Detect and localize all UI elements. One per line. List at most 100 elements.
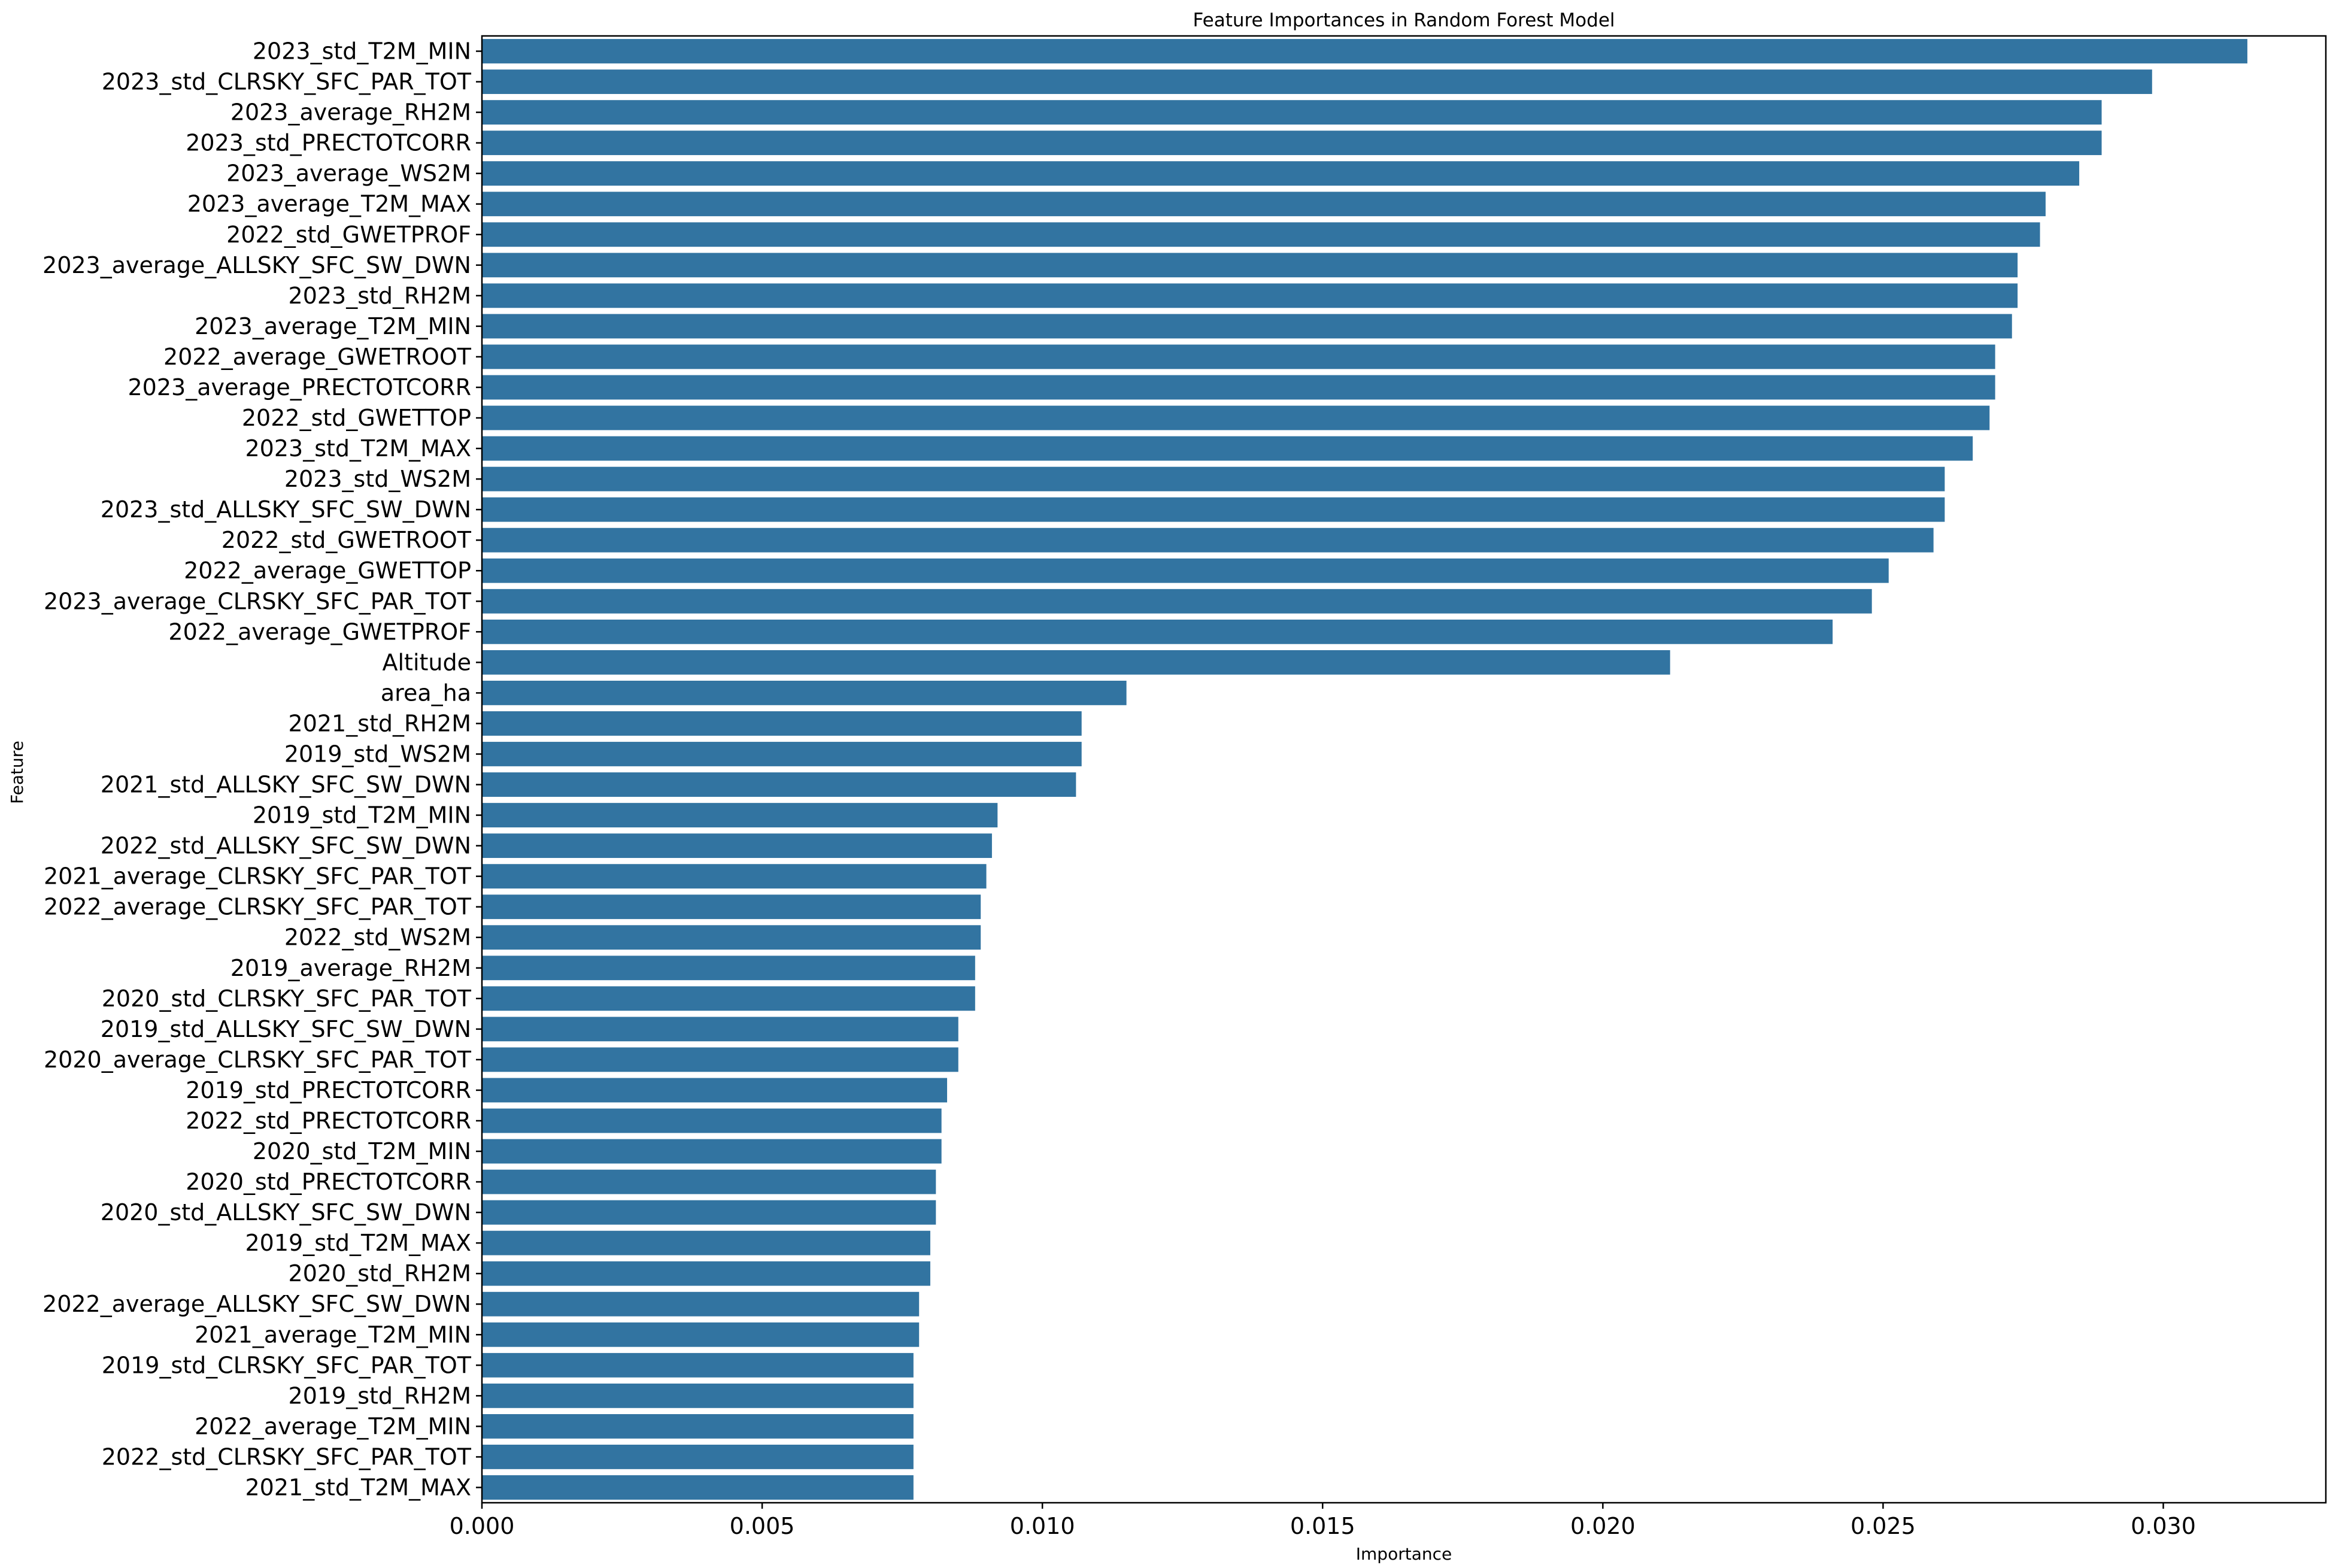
x-tick-label: 0.010 <box>1010 1513 1075 1539</box>
bar-2023_std_T2M_MAX <box>482 436 1973 461</box>
bar-2022_std_WS2M <box>482 925 981 950</box>
y-tick-label: 2020_std_T2M_MIN <box>253 1138 471 1164</box>
y-tick-label: 2023_std_T2M_MAX <box>245 435 471 462</box>
y-tick-label: 2023_average_ALLSKY_SFC_SW_DWN <box>43 252 471 278</box>
bar-2023_std_WS2M <box>482 466 1945 492</box>
bar-2023_average_PRECTOTCORR <box>482 375 1995 400</box>
bar-2022_average_GWETPROF <box>482 619 1833 644</box>
y-tick-label: 2023_std_CLRSKY_SFC_PAR_TOT <box>102 69 472 95</box>
bar-2019_std_WS2M <box>482 742 1082 766</box>
bar-2022_std_GWETTOP <box>482 405 1990 430</box>
y-tick-label: 2022_std_ALLSKY_SFC_SW_DWN <box>101 833 471 859</box>
bar-2020_average_CLRSKY_SFC_PAR_TOT <box>482 1047 958 1072</box>
bar-2020_std_RH2M <box>482 1261 930 1286</box>
bar-2023_std_RH2M <box>482 283 2018 308</box>
bar-2022_average_ALLSKY_SFC_SW_DWN <box>482 1291 920 1317</box>
y-tick-label: 2022_std_GWETTOP <box>242 405 471 431</box>
y-tick-label: 2023_average_RH2M <box>230 99 471 126</box>
bar-2019_std_ALLSKY_SFC_SW_DWN <box>482 1017 958 1042</box>
bar-2023_std_T2M_MIN <box>482 39 2247 63</box>
bar-2019_std_PRECTOTCORR <box>482 1078 948 1103</box>
bar-Altitude <box>482 650 1670 675</box>
bar-2021_average_CLRSKY_SFC_PAR_TOT <box>482 864 987 889</box>
y-tick-label: 2021_average_T2M_MIN <box>195 1321 471 1348</box>
y-tick-label: 2021_average_CLRSKY_SFC_PAR_TOT <box>44 863 472 890</box>
bar-2021_average_T2M_MIN <box>482 1322 920 1347</box>
y-tick-label: 2020_std_CLRSKY_SFC_PAR_TOT <box>102 985 472 1012</box>
y-tick-label: 2022_average_GWETPROF <box>168 618 471 645</box>
bar-2022_average_GWETTOP <box>482 558 1889 583</box>
y-tick-label: 2021_std_T2M_MAX <box>245 1474 471 1500</box>
bar-2020_std_T2M_MIN <box>482 1139 942 1164</box>
x-tick-label: 0.015 <box>1290 1513 1355 1539</box>
y-axis-label: Feature <box>7 741 27 804</box>
y-tick-label: 2022_average_GWETTOP <box>184 557 471 584</box>
bar-2019_std_RH2M <box>482 1383 914 1408</box>
bar-2019_std_T2M_MAX <box>482 1230 930 1255</box>
y-tick-label: 2022_std_CLRSKY_SFC_PAR_TOT <box>102 1443 472 1470</box>
x-tick-label: 0.020 <box>1570 1513 1636 1539</box>
y-tick-label: 2019_std_WS2M <box>284 741 471 767</box>
bar-2022_std_GWETROOT <box>482 527 1934 553</box>
y-tick-label: 2022_std_WS2M <box>284 924 471 951</box>
chart-title: Feature Importances in Random Forest Mod… <box>1193 10 1615 31</box>
y-tick-label: 2023_std_ALLSKY_SFC_SW_DWN <box>101 496 471 523</box>
y-tick-label: 2023_std_T2M_MIN <box>253 38 471 65</box>
bar-2019_average_RH2M <box>482 956 975 981</box>
y-tick-label: 2023_average_CLRSKY_SFC_PAR_TOT <box>44 588 472 614</box>
y-tick-label: 2022_std_GWETROOT <box>222 527 472 553</box>
x-axis-label: Importance <box>1356 1544 1452 1564</box>
y-tick-label: 2020_std_PRECTOTCORR <box>186 1169 471 1195</box>
y-tick-label: 2019_std_T2M_MIN <box>253 802 471 829</box>
y-tick-label: 2021_std_RH2M <box>289 710 471 736</box>
y-tick-label: 2022_std_GWETPROF <box>226 222 471 248</box>
x-ticks: 0.000 0.005 0.010 0.015 0.020 0.025 0.030 <box>450 1503 2196 1539</box>
plot-frame <box>481 35 2327 1504</box>
bar-2020_std_ALLSKY_SFC_SW_DWN <box>482 1200 936 1225</box>
bar-2019_std_CLRSKY_SFC_PAR_TOT <box>482 1352 914 1378</box>
x-tick-label: 0.005 <box>730 1513 795 1539</box>
y-tick-label: 2019_std_ALLSKY_SFC_SW_DWN <box>101 1016 471 1042</box>
bar-2022_std_GWETPROF <box>482 222 2040 247</box>
bar-2021_std_ALLSKY_SFC_SW_DWN <box>482 772 1076 797</box>
bar-2019_std_T2M_MIN <box>482 803 998 827</box>
bar-2021_std_RH2M <box>482 711 1082 736</box>
bar-2023_average_T2M_MAX <box>482 192 2046 217</box>
bar-2022_average_T2M_MIN <box>482 1414 914 1439</box>
bar-2020_std_PRECTOTCORR <box>482 1169 936 1194</box>
y-tick-label: 2020_std_RH2M <box>289 1260 471 1287</box>
y-tick-label: 2023_average_WS2M <box>226 160 471 187</box>
bar-2021_std_T2M_MAX <box>482 1475 914 1500</box>
y-tick-label: 2019_std_T2M_MAX <box>245 1230 471 1256</box>
bar-2023_std_ALLSKY_SFC_SW_DWN <box>482 497 1945 522</box>
bar-2023_std_CLRSKY_SFC_PAR_TOT <box>482 69 2152 94</box>
bar-2022_average_CLRSKY_SFC_PAR_TOT <box>482 894 981 920</box>
bar-2022_std_PRECTOTCORR <box>482 1108 942 1133</box>
bar-2022_std_CLRSKY_SFC_PAR_TOT <box>482 1445 914 1469</box>
y-tick-label: 2020_std_ALLSKY_SFC_SW_DWN <box>101 1199 471 1226</box>
bar-2023_std_PRECTOTCORR <box>482 131 2102 156</box>
y-tick-label: 2022_average_GWETROOT <box>163 344 472 370</box>
x-tick-label: 0.025 <box>1850 1513 1916 1539</box>
bar-2023_average_ALLSKY_SFC_SW_DWN <box>482 253 2018 278</box>
bar-2022_std_ALLSKY_SFC_SW_DWN <box>482 833 992 859</box>
bar-2022_average_GWETROOT <box>482 344 1995 369</box>
bar-2023_average_RH2M <box>482 100 2102 125</box>
y-tick-label: 2023_average_T2M_MAX <box>187 191 471 217</box>
y-tick-label: 2019_std_RH2M <box>289 1382 471 1409</box>
y-tick-label: Altitude <box>383 649 472 675</box>
bar-2023_average_CLRSKY_SFC_PAR_TOT <box>482 589 1872 614</box>
y-tick-label: 2023_average_PRECTOTCORR <box>128 374 472 401</box>
y-tick-label: 2023_std_WS2M <box>284 466 471 492</box>
bars-group <box>482 39 2247 1500</box>
y-tick-label: 2019_std_PRECTOTCORR <box>186 1077 471 1103</box>
y-tick-label: 2023_average_T2M_MIN <box>195 313 471 339</box>
x-tick-label: 0.000 <box>450 1513 515 1539</box>
y-tick-label: 2023_std_PRECTOTCORR <box>186 130 471 156</box>
y-tick-label: 2022_average_T2M_MIN <box>195 1413 471 1439</box>
y-tick-label: area_ha <box>381 680 471 706</box>
x-tick-label: 0.030 <box>2131 1513 2196 1539</box>
y-tick-labels: 2023_std_T2M_MIN 2023_std_CLRSKY_SFC_PAR_… <box>43 38 482 1500</box>
y-tick-label: 2020_average_CLRSKY_SFC_PAR_TOT <box>44 1047 472 1073</box>
